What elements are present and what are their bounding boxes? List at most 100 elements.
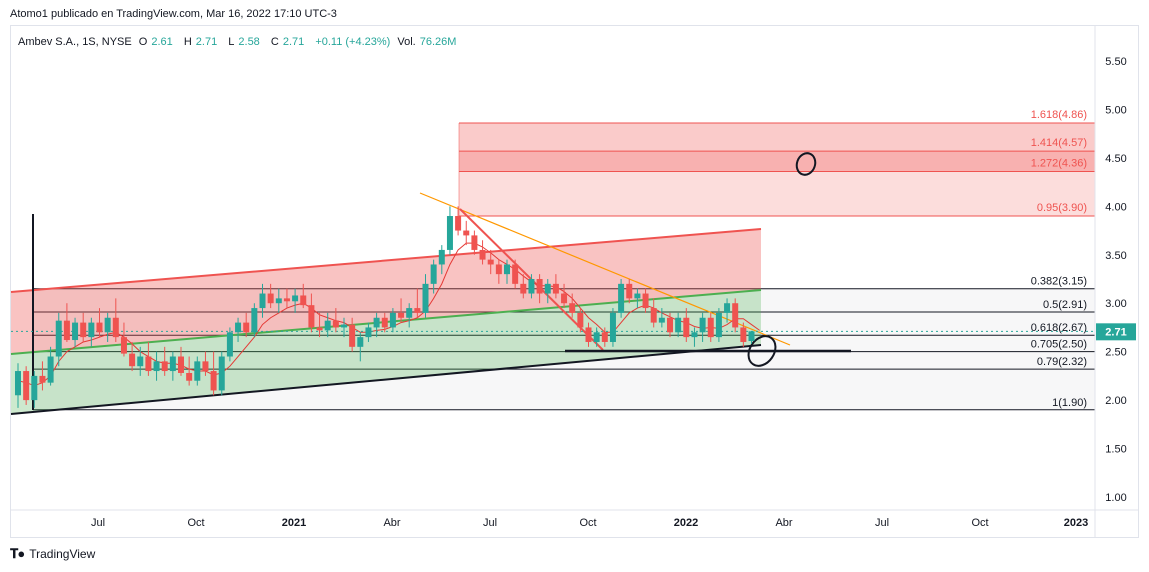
candle-body [145, 356, 152, 372]
candle-body [15, 371, 21, 396]
candle-body [552, 283, 559, 294]
candle-body [120, 337, 127, 354]
candle-body [691, 332, 698, 338]
fib-zone-upper [459, 123, 1095, 152]
symbol-name: Ambev S.A., 1S, NYSE [18, 36, 132, 48]
fib-zone-lower [33, 288, 1095, 410]
candle-body [487, 259, 494, 265]
time-tick-label: Oct [579, 517, 596, 529]
annotation-circle-current [747, 335, 777, 367]
time-tick-label: Abr [775, 517, 792, 529]
channel-top-line [10, 228, 762, 293]
fib-label-upper: 1.272(4.36) [1031, 157, 1087, 169]
fib-label-lower: 0.382(3.15) [1031, 276, 1087, 288]
fib-label-lower: 0.5(2.91) [1043, 299, 1087, 311]
candle-body [740, 327, 747, 342]
publish-info: Atomo1 publicado en TradingView.com, Mar… [10, 8, 337, 20]
candle-body [129, 353, 136, 367]
candle-body [715, 312, 722, 338]
candle-body [430, 264, 437, 284]
candle-body [169, 356, 176, 372]
candle-body [528, 279, 535, 294]
fib-label-lower: 0.705(2.50) [1031, 339, 1087, 351]
candle-body [104, 317, 111, 333]
price-tick-label: 1.50 [1105, 444, 1126, 456]
candle-body [707, 317, 714, 338]
chart-frame [10, 25, 1139, 538]
candle-body [349, 324, 356, 347]
volume-value: Vol. 76.26M [397, 36, 457, 48]
price-axis-layer: 5.50 5.00 4.50 4.00 3.50 3.00 2.50 2.00 1.50 1.00… [11, 26, 1138, 537]
candle-body [658, 317, 665, 323]
fib-label-upper: 1.414(4.57) [1031, 137, 1087, 149]
candle-body [618, 283, 625, 313]
candle-body [210, 371, 217, 391]
footer-brand[interactable]: 𝐓● TradingView [10, 546, 95, 562]
last-price-tag [1096, 323, 1136, 341]
candle-body [504, 264, 510, 275]
candle-body [675, 317, 682, 333]
candle-body [724, 303, 731, 313]
time-tick-label: Jul [483, 517, 497, 529]
candle-body [251, 308, 258, 333]
candle-body [561, 293, 568, 304]
candle-body [446, 216, 453, 250]
price-tick-label: 2.00 [1105, 395, 1126, 407]
candle-body [699, 317, 706, 333]
candle-body [324, 320, 331, 331]
candle-body [536, 279, 543, 294]
candle-body [585, 327, 592, 342]
candle-body [414, 308, 421, 313]
time-tick-label: Oct [187, 517, 204, 529]
candle-body [267, 293, 274, 304]
fib-label-lower: 0.618(2.67) [1031, 322, 1087, 334]
candles-layer [15, 206, 755, 408]
candle-body [72, 322, 79, 341]
candle-body [601, 332, 608, 342]
candle-body [235, 322, 242, 333]
candle-body [161, 361, 168, 372]
candle-body [398, 312, 405, 318]
candle-body [650, 308, 657, 323]
fib-label-upper: 1.618(4.86) [1031, 109, 1087, 121]
channel-upper-fill [11, 229, 761, 354]
candle-body [593, 332, 600, 342]
candle-body [283, 298, 290, 302]
candle-body [300, 295, 307, 306]
fib-label-upper: 0.95(3.90) [1037, 202, 1087, 214]
candle-body [544, 283, 551, 294]
price-tick-label: 3.50 [1105, 250, 1126, 262]
price-tick-label: 5.50 [1105, 56, 1126, 68]
candle-body [471, 235, 478, 250]
price-tick-label: 3.00 [1105, 298, 1126, 310]
candle-body [512, 264, 519, 284]
time-tick-label: 2023 [1064, 517, 1088, 529]
candle-body [626, 283, 633, 299]
symbol-legend: Ambev S.A., 1S, NYSE O 2.61 H 2.71 L 2.58 C… [18, 36, 464, 48]
candle-body [153, 361, 160, 372]
candle-body [422, 283, 429, 313]
candle-body [495, 264, 502, 275]
candle-body [186, 372, 193, 381]
candle-body [479, 249, 486, 260]
fib-zone-upper [459, 151, 1095, 172]
candle-body [667, 317, 673, 333]
low-value: L 2.58 [228, 36, 260, 48]
time-tick-label: Jul [91, 517, 105, 529]
candle-body [463, 230, 470, 236]
candle-body [357, 337, 364, 347]
candle-body [275, 298, 282, 304]
candle-body [202, 361, 209, 372]
candle-body [748, 331, 755, 342]
candle-body [292, 295, 299, 302]
candle-body [23, 371, 30, 401]
last-price-label: 2.71 [1105, 326, 1126, 338]
candle-body [642, 293, 649, 309]
close-value: C 2.71 [270, 36, 305, 48]
candle-body [365, 327, 372, 338]
candle-body [455, 216, 462, 231]
candle-body [609, 312, 616, 342]
candle-body [406, 308, 413, 318]
moving-average-line [17, 242, 760, 387]
